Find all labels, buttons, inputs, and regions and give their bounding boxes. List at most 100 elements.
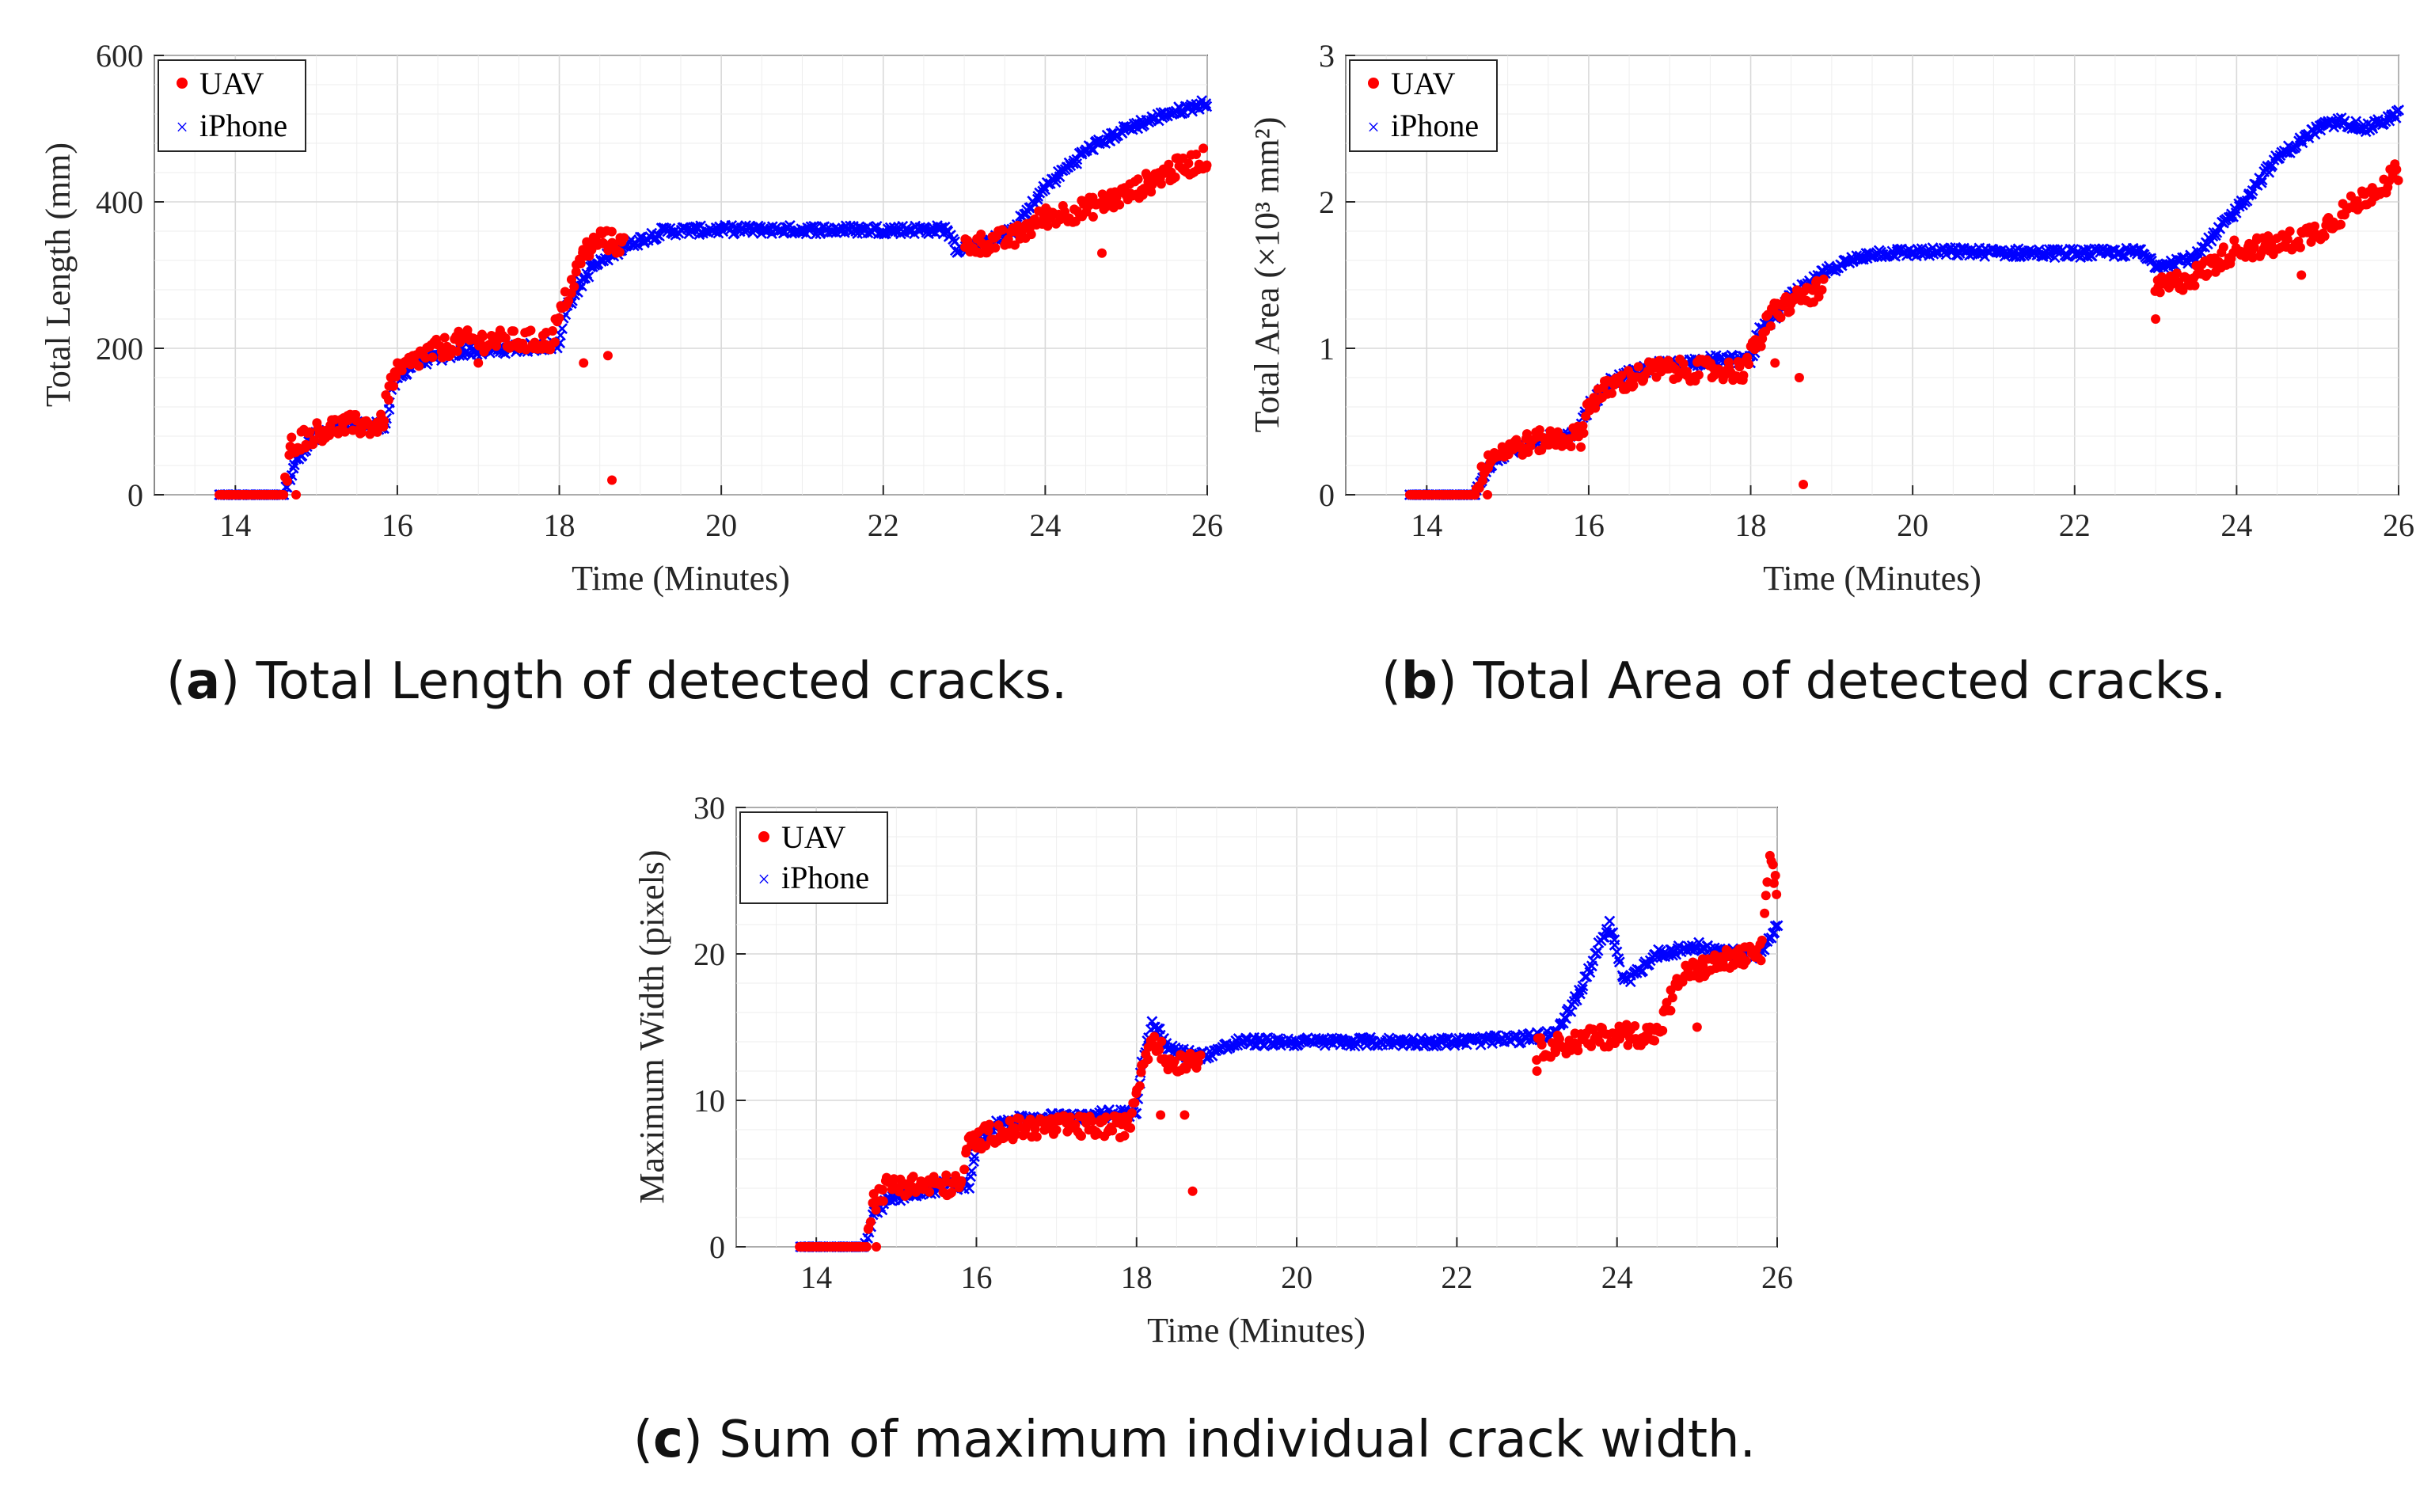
gridlines (154, 55, 1208, 496)
uav-outlier-point (579, 358, 589, 368)
uav-point (1741, 955, 1751, 966)
x-tick-label: 20 (1281, 1259, 1312, 1295)
legend-uav-marker (1368, 78, 1379, 89)
x-tick-label: 18 (1735, 507, 1767, 543)
uav-point (1693, 370, 1704, 380)
data-marks (795, 850, 1784, 1252)
uav-point (1474, 483, 1484, 493)
uav-point (1770, 871, 1780, 881)
uav-point (1177, 1051, 1187, 1062)
uav-point (614, 247, 625, 257)
x-tick-label: 24 (1601, 1259, 1633, 1295)
uav-point (1111, 192, 1122, 203)
x-tick-label: 16 (382, 507, 413, 543)
uav-outlier-point (607, 475, 617, 485)
iphone-point (2214, 222, 2226, 234)
uav-point (1043, 221, 1053, 231)
uav-point (1628, 380, 1639, 390)
uav-point (526, 325, 536, 336)
caption-a: (a) Total Length of detected cracks. (166, 652, 1067, 711)
y-tick-label: 30 (693, 790, 725, 826)
uav-point (384, 395, 394, 405)
legend-uav-label: UAV (781, 819, 846, 855)
chart-panel-c: 14 16 18 20 22 24 26 0 10 20 30 Time (Minutes) Ma… (632, 790, 1793, 1469)
uav-point (414, 361, 424, 371)
uav-point (956, 1176, 967, 1186)
uav-point (1107, 1126, 1118, 1136)
uav-point (1170, 172, 1180, 182)
uav-outlier-point (975, 248, 986, 258)
uav-point (2335, 219, 2346, 230)
uav-point (1772, 889, 1782, 899)
uav-outlier-point (1770, 358, 1780, 368)
y-tick-label: 2 (1319, 184, 1335, 220)
uav-point (1578, 428, 1589, 439)
iphone-point (2303, 132, 2315, 144)
uav-point (2309, 221, 2319, 231)
uav-outlier-point (291, 490, 302, 500)
uav-point (1126, 1107, 1137, 1118)
uav-point (309, 435, 319, 446)
uav-point (878, 1185, 888, 1195)
uav-point (1133, 174, 1143, 184)
uav-point (2202, 268, 2213, 279)
uav-point (908, 1172, 918, 1182)
caption-letter: c (653, 1411, 683, 1469)
legend-uav-marker (177, 78, 188, 89)
uav-point (1156, 179, 1166, 189)
uav-point (976, 229, 986, 239)
x-tick-label: 18 (1121, 1259, 1153, 1295)
iphone-point (1200, 98, 1212, 109)
uav-outlier-point (1794, 373, 1804, 382)
uav-point (1164, 159, 1174, 169)
uav-point (946, 1187, 956, 1198)
uav-point (1087, 1115, 1097, 1126)
uav-point (1781, 292, 1791, 302)
uav-point (2393, 175, 2403, 185)
x-tick-label: 22 (868, 507, 899, 543)
x-tick-label: 26 (2383, 507, 2414, 543)
y-tick-labels: 0 1 2 3 (1319, 38, 1335, 513)
iphone-point (1609, 939, 1620, 951)
caption-letter: b (1401, 652, 1438, 711)
legend-iphone-marker: × (758, 868, 770, 892)
legend-uav-label: UAV (199, 66, 264, 101)
uav-point (1756, 341, 1766, 351)
legend-box (739, 811, 888, 904)
legend-iphone-marker: × (1367, 116, 1380, 140)
uav-point (1776, 313, 1786, 323)
uav-point (391, 371, 401, 382)
legend-box (1349, 59, 1498, 152)
uav-point (925, 1187, 935, 1197)
iphone-point (1892, 243, 1903, 255)
uav-point (2171, 268, 2182, 279)
legend: UAV × iPhone (158, 59, 306, 152)
uav-point (1154, 1045, 1164, 1055)
iphone-point (1249, 1039, 1261, 1051)
uav-point (1157, 1036, 1167, 1047)
iphone-point (2255, 177, 2267, 188)
uav-point (1666, 1005, 1676, 1016)
uav-point (619, 233, 629, 243)
legend-box (158, 59, 306, 152)
uav-point (1658, 1025, 1668, 1035)
iphone-point (1604, 915, 1616, 927)
x-tick-label: 14 (219, 507, 251, 543)
uav-point (439, 332, 450, 343)
uav-point (1573, 1046, 1583, 1056)
uav-point (1031, 1131, 1042, 1142)
uav-point (554, 313, 564, 323)
caption-letter: a (186, 652, 220, 711)
uav-point (1149, 1031, 1160, 1042)
iphone-point (1050, 177, 1062, 188)
uav-point (1115, 199, 1125, 210)
uav-outlier-point (1187, 1186, 1198, 1196)
iphone-point (963, 1183, 975, 1194)
uav-point (1199, 143, 1209, 154)
uav-outlier-point (473, 358, 484, 368)
uav-point (1807, 285, 1818, 295)
y-tick-labels: 0 10 20 30 (693, 790, 725, 1265)
legend-iphone-label: iPhone (1391, 108, 1479, 143)
uav-point (2218, 242, 2228, 253)
x-tick-label: 16 (1573, 507, 1605, 543)
